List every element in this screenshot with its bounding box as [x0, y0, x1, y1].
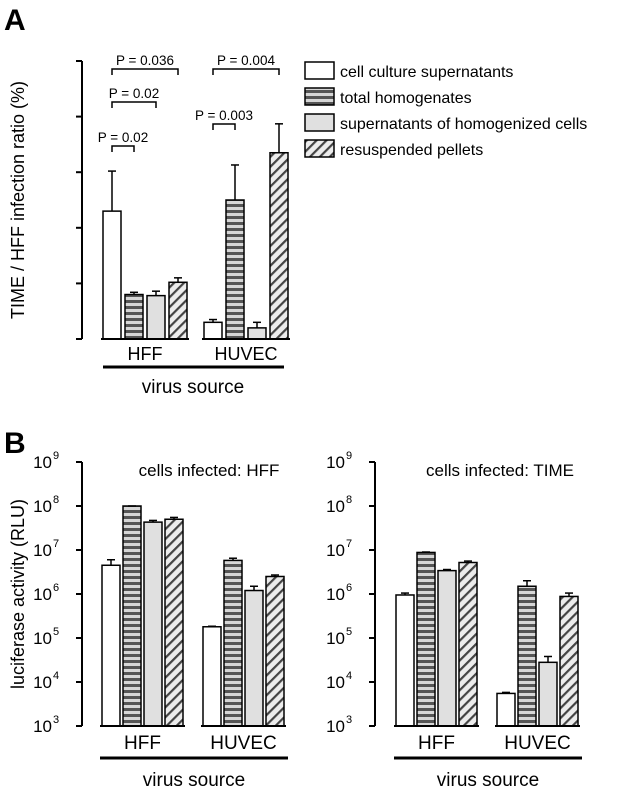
x-tick-label: HUVEC: [214, 344, 277, 364]
bar: [223, 559, 243, 727]
bar: [168, 281, 188, 340]
chart-title: cells infected: HFF: [139, 461, 280, 480]
bar: [517, 585, 537, 727]
legend-swatch: [304, 139, 335, 158]
p-value-label: P = 0.02: [98, 130, 148, 145]
p-value-label: P = 0.02: [109, 86, 159, 101]
legend-label: total homogenates: [340, 90, 472, 107]
x-tick-label: HFF: [124, 733, 161, 754]
y-tick-exponent: 7: [346, 538, 352, 550]
bar: [202, 626, 222, 727]
panel-b-letter: B: [4, 427, 26, 460]
legend-swatch: [304, 113, 335, 132]
significance-bracket: [111, 101, 157, 108]
y-tick-exponent: 7: [53, 538, 59, 550]
bar: [496, 692, 516, 727]
legend-swatch: [304, 87, 335, 106]
y-tick-exponent: 5: [53, 626, 59, 638]
x-tick-label: HUVEC: [504, 733, 571, 754]
x-tick-label: HUVEC: [210, 733, 277, 754]
bar: [244, 589, 264, 727]
legend-swatch: [304, 61, 335, 80]
y-tick-label: 10: [326, 717, 345, 736]
y-tick-exponent: 4: [53, 670, 59, 682]
y-tick-label: 10: [33, 717, 52, 736]
p-value-label: P = 0.036: [116, 53, 174, 68]
bar: [225, 199, 245, 340]
bar: [102, 210, 122, 340]
bar: [146, 294, 166, 340]
y-tick-exponent: 5: [346, 626, 352, 638]
bar: [164, 518, 184, 727]
y-tick-exponent: 6: [346, 582, 352, 594]
significance-bracket: [212, 123, 236, 130]
y-tick-label: 10: [326, 453, 345, 472]
legend-label: supernatants of homogenized cells: [340, 116, 587, 133]
bar: [395, 594, 415, 727]
chart-title: cells infected: TIME: [426, 461, 574, 480]
bar: [124, 293, 144, 340]
x-axis-label: virus source: [437, 770, 539, 791]
bar: [101, 564, 121, 727]
bar: [458, 561, 478, 727]
x-axis-label: virus source: [142, 377, 244, 398]
y-tick-exponent: 4: [346, 670, 352, 682]
y-tick-label: 10: [33, 497, 52, 516]
bar: [416, 551, 436, 727]
y-tick-label: 10: [326, 673, 345, 692]
bar: [247, 327, 267, 340]
y-tick-exponent: 6: [53, 582, 59, 594]
y-tick-label: 10: [33, 629, 52, 648]
y-tick-exponent: 9: [53, 450, 59, 462]
bar: [143, 521, 163, 727]
x-tick-label: HFF: [418, 733, 455, 754]
y-tick-exponent: 8: [53, 494, 59, 506]
y-tick-label: 10: [33, 673, 52, 692]
panel-a-chart: TIME / HFF infection ratio (%) P = 0.02 P …: [8, 53, 290, 398]
x-axis-label: virus source: [143, 770, 245, 791]
legend-label: resuspended pellets: [340, 142, 483, 159]
bar: [538, 661, 558, 727]
x-tick-label: HFF: [128, 344, 163, 364]
significance-bracket: [212, 68, 280, 75]
y-tick-exponent: 3: [346, 714, 352, 726]
y-tick-exponent: 3: [53, 714, 59, 726]
y-tick-label: 10: [326, 585, 345, 604]
bar: [269, 151, 289, 340]
legend: cell culture supernatants total homogenat…: [304, 61, 587, 159]
y-tick-label: 10: [326, 541, 345, 560]
y-tick-label: 10: [326, 497, 345, 516]
significance-bracket: [111, 68, 179, 75]
panel-a-letter: A: [4, 4, 26, 37]
y-tick-exponent: 8: [346, 494, 352, 506]
bar: [437, 569, 457, 727]
legend-label: cell culture supernatants: [340, 64, 513, 81]
significance-bracket: [111, 145, 135, 152]
y-tick-label: 10: [33, 585, 52, 604]
y-axis-label: luciferase activity (RLU): [8, 499, 28, 689]
y-tick-label: 10: [33, 453, 52, 472]
y-tick-label: 10: [326, 629, 345, 648]
y-axis-label: TIME / HFF infection ratio (%): [8, 81, 28, 319]
bar: [122, 505, 142, 727]
y-tick-exponent: 9: [346, 450, 352, 462]
p-value-label: P = 0.003: [195, 108, 253, 123]
bar: [559, 595, 579, 727]
y-tick-label: 10: [33, 541, 52, 560]
bar: [265, 575, 285, 727]
bar: [203, 321, 223, 340]
p-value-label: P = 0.004: [217, 53, 275, 68]
